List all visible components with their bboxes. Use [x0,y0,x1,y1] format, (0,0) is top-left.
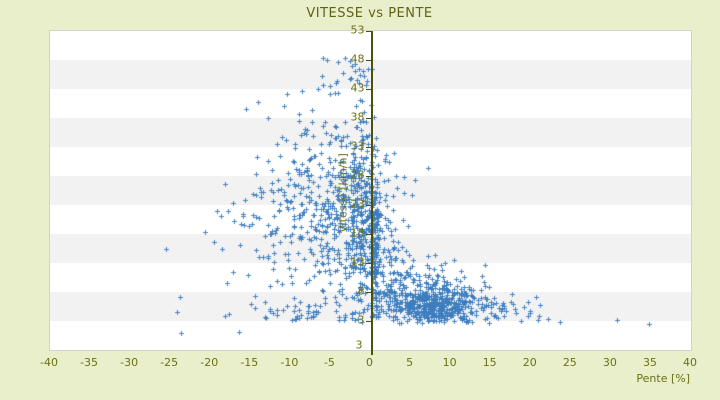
x-tick-label: 35 [642,356,657,369]
y-axis-tick-mark [365,89,373,90]
y-tick-label: 53 [350,23,365,37]
y-axis-tick-mark [365,31,373,32]
y-tick-label: 18 [350,226,365,240]
y-axis-min-label: 3 [355,338,363,352]
scatter-points-canvas [50,31,691,350]
y-axis-title: Vitesse [km/h] [336,153,349,233]
x-tick-label: 40 [683,356,697,369]
x-tick-label: -30 [120,356,139,369]
y-tick-label: 48 [350,52,365,66]
y-axis-tick-mark [365,205,373,206]
y-tick-label: 33 [350,139,365,153]
y-tick-label: 38 [350,110,365,124]
x-tick-label: 25 [562,356,577,369]
x-axis-title: Pente [%] [636,372,690,385]
y-axis-tick-mark [365,118,373,119]
y-axis-tick-mark [365,234,373,235]
y-axis-line [371,31,373,355]
x-tick-label: 5 [406,356,414,369]
x-tick-label: -40 [40,356,58,369]
y-tick-label: 23 [350,197,365,211]
x-tick-label: -25 [160,356,179,369]
y-axis-tick-mark [365,292,373,293]
y-axis-tick-mark [365,321,373,322]
chart-title: VITESSE vs PENTE [306,6,433,21]
y-axis-tick-mark [365,176,373,177]
y-tick-label: 43 [350,81,365,95]
x-tick-label: -35 [80,356,99,369]
plot-area: Vitesse [km/h] [49,30,692,355]
x-tick-label: -15 [240,356,259,369]
y-tick-label: 13 [350,255,365,269]
x-tick-label: 10 [442,356,457,369]
x-tick-label: -5 [323,356,335,369]
y-axis-tick-mark [365,147,373,148]
y-tick-label: 8 [357,284,365,298]
x-tick-label: 15 [482,356,497,369]
x-tick-label: 0 [366,356,373,369]
x-tick-label: -10 [280,356,299,369]
y-tick-label: 3 [357,313,365,327]
y-axis-tick-mark [365,60,373,61]
y-axis-tick-mark [365,263,373,264]
y-tick-label: 28 [350,168,365,182]
x-tick-label: 30 [602,356,617,369]
x-tick-label: 20 [522,356,537,369]
x-tick-label: -20 [200,356,219,369]
